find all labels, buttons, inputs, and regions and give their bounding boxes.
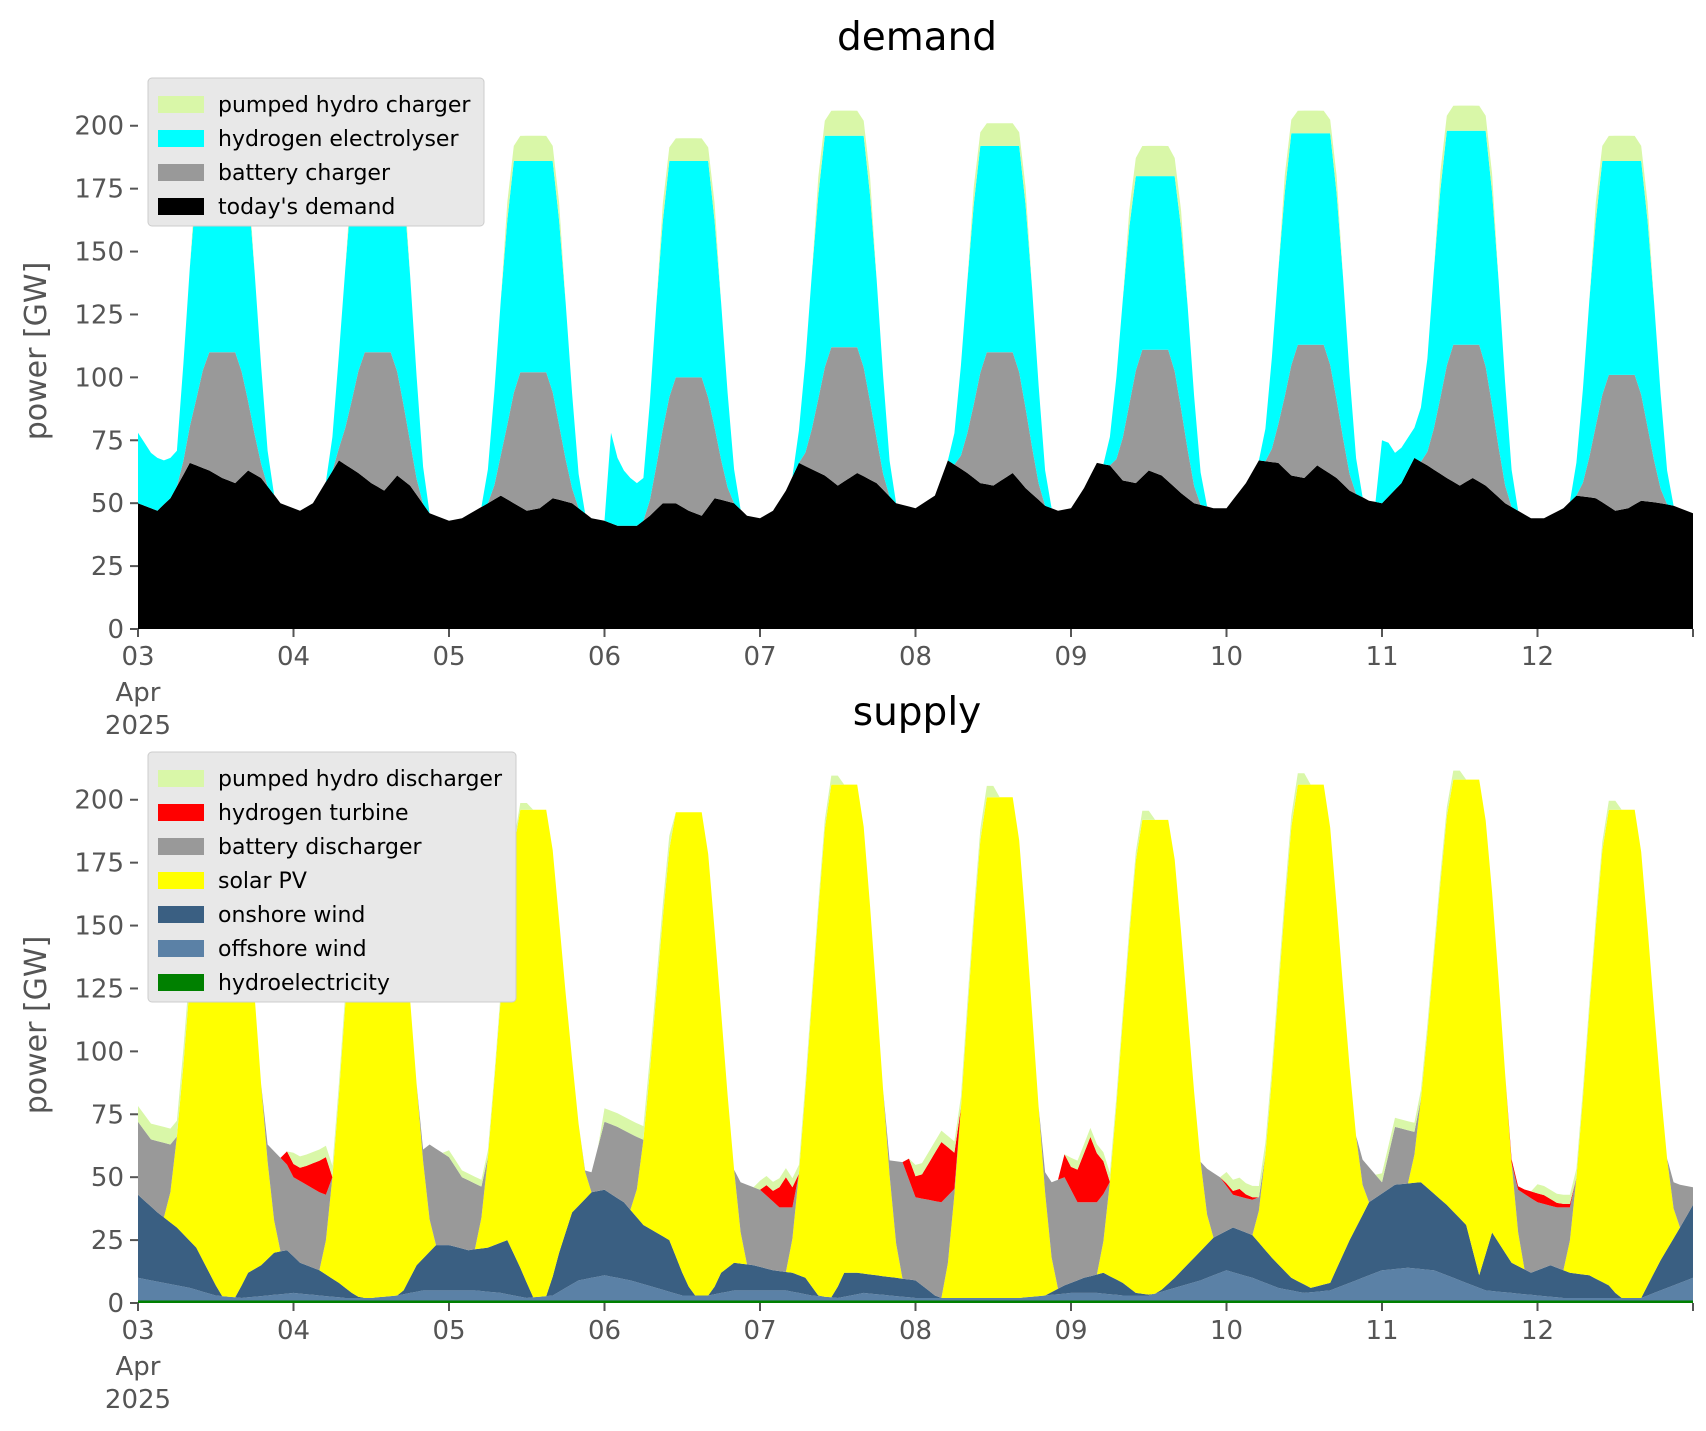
supply-x-tick-label: 11 (1365, 1316, 1398, 1346)
demand-y-tick-label: 50 (91, 489, 124, 519)
demand-legend-label: pumped hydro charger (218, 93, 471, 118)
demand-y-tick-label: 125 (74, 300, 124, 330)
supply-legend-frame (147, 751, 517, 1003)
supply-y-tick-label: 75 (91, 1100, 124, 1130)
supply-y-tick-label: 175 (74, 849, 124, 879)
supply-area-hydroelectricity (138, 1300, 1693, 1303)
demand-area-hydrogen-electrolyser (138, 125, 1693, 526)
supply-legend-label: hydroelectricity (218, 971, 390, 996)
demand-x-tick-label: 12 (1521, 642, 1554, 672)
supply-x-tick-label: 12 (1521, 1316, 1554, 1346)
demand-y-tick-label: 100 (74, 363, 124, 393)
demand-area-battery-charger (138, 344, 1693, 526)
supply-area-battery-discharger (138, 779, 1693, 1298)
demand-y-axis-label: power [GW] (19, 262, 54, 441)
supply-area-pumped-hydro-discharger (138, 770, 1693, 1204)
supply-legend: pumped hydro discharger hydrogen turbine b… (147, 751, 517, 1003)
supply-chart-title: supply (853, 690, 981, 735)
supply-x-tick-label: 09 (1054, 1316, 1087, 1346)
supply-area-onshore-wind (138, 1182, 1693, 1298)
supply-x-tick-label: 10 (1210, 1316, 1243, 1346)
supply-chart: supply 025507510012515017520003Apr202504… (19, 690, 1694, 1415)
demand-y-tick-label: 200 (74, 112, 124, 142)
demand-legend-label: hydrogen electrolyser (218, 127, 459, 152)
demand-legend: pumped hydro charger hydrogen electrolyse… (147, 77, 485, 227)
supply-legend-swatch (158, 974, 204, 991)
demand-x-tick-label: 07 (743, 642, 776, 672)
supply-legend-label: offshore wind (218, 937, 367, 962)
supply-x-tick-label: 04 (277, 1316, 310, 1346)
demand-legend-swatch (158, 130, 204, 147)
supply-area-offshore-wind (138, 1267, 1693, 1301)
supply-legend-swatch (158, 804, 204, 821)
demand-x-tick-sublabel: Apr (116, 678, 161, 708)
demand-areas (138, 105, 1693, 629)
demand-y-tick-label: 150 (74, 238, 124, 268)
supply-legend-label: pumped hydro discharger (218, 767, 503, 792)
demand-legend-swatch (158, 198, 204, 215)
demand-x-tick-label: 06 (588, 642, 621, 672)
demand-chart-title: demand (837, 15, 997, 60)
demand-x-tick-label: 04 (277, 642, 310, 672)
supply-x-tick-label: 06 (588, 1316, 621, 1346)
demand-y-tick-label: 175 (74, 175, 124, 205)
supply-legend-swatch (158, 906, 204, 923)
supply-y-tick-label: 125 (74, 974, 124, 1004)
supply-y-tick-label: 100 (74, 1037, 124, 1067)
demand-x-tick-sublabel: 2025 (105, 711, 171, 741)
supply-x-tick-label: 03 (121, 1316, 154, 1346)
supply-legend-label: battery discharger (218, 835, 423, 860)
demand-x-tick-label: 10 (1210, 642, 1243, 672)
supply-x-tick-label: 05 (432, 1316, 465, 1346)
supply-legend-swatch (158, 838, 204, 855)
demand-x-tick-label: 08 (899, 642, 932, 672)
demand-x-tick-label: 05 (432, 642, 465, 672)
supply-legend-swatch (158, 872, 204, 889)
supply-areas (138, 770, 1693, 1303)
demand-legend-swatch (158, 164, 204, 181)
supply-x-tick-label: 08 (899, 1316, 932, 1346)
demand-legend-frame (147, 77, 485, 227)
demand-legend-label: battery charger (218, 161, 391, 186)
demand-legend-swatch (158, 96, 204, 113)
supply-y-tick-label: 0 (107, 1289, 124, 1319)
supply-area-solar-pv (138, 779, 1693, 1298)
supply-legend-label: solar PV (218, 869, 307, 894)
supply-legend-label: onshore wind (218, 903, 365, 928)
demand-x-tick-label: 03 (121, 642, 154, 672)
demand-x-tick-label: 11 (1365, 642, 1398, 672)
supply-y-tick-label: 200 (74, 786, 124, 816)
demand-area-today-s-demand (138, 457, 1693, 629)
demand-y-tick-label: 25 (91, 552, 124, 582)
demand-y-tick-label: 75 (91, 426, 124, 456)
demand-y-tick-label: 0 (107, 615, 124, 645)
supply-y-tick-label: 50 (91, 1163, 124, 1193)
supply-legend-label: hydrogen turbine (218, 801, 409, 826)
supply-y-tick-label: 150 (74, 912, 124, 942)
demand-x-tick-label: 09 (1054, 642, 1087, 672)
supply-legend-swatch (158, 770, 204, 787)
supply-y-axis-label: power [GW] (19, 936, 54, 1115)
supply-x-tick-sublabel: 2025 (105, 1385, 171, 1415)
supply-legend-swatch (158, 940, 204, 957)
demand-legend-label: today's demand (218, 195, 395, 220)
supply-x-tick-label: 07 (743, 1316, 776, 1346)
supply-y-tick-label: 25 (91, 1226, 124, 1256)
supply-x-tick-sublabel: Apr (116, 1352, 161, 1382)
supply-area-hydrogen-turbine (138, 779, 1693, 1208)
